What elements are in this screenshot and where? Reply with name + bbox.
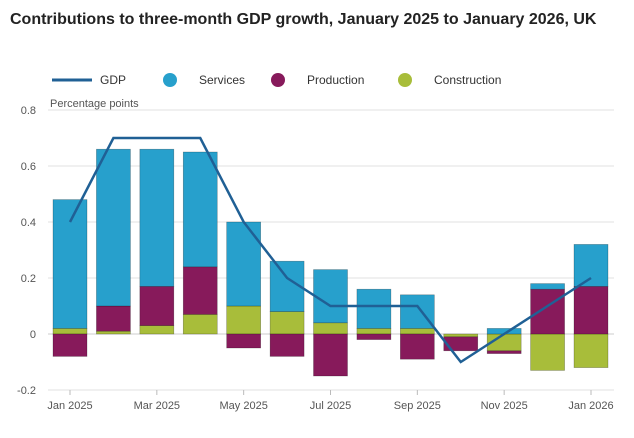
- y-tick-label: 0.6: [21, 161, 36, 173]
- legend-services-label: Services: [199, 73, 245, 87]
- bar-construction: [573, 333, 609, 368]
- bar-services: [400, 294, 435, 329]
- bar-construction: [356, 328, 392, 335]
- bar-construction: [139, 325, 175, 335]
- bar-construction: [313, 322, 348, 335]
- bar-production: [52, 333, 88, 357]
- bar-production: [486, 350, 522, 354]
- bar-production: [573, 286, 609, 335]
- bar-services: [182, 151, 218, 268]
- bar-services: [96, 148, 131, 307]
- legend-construction-swatch: [398, 73, 412, 87]
- bar-services: [313, 269, 348, 324]
- bar-production: [139, 286, 175, 326]
- x-tick-label: Nov 2025: [481, 400, 528, 412]
- bar-production: [530, 288, 565, 335]
- x-tick-label: Jul 2025: [310, 400, 352, 412]
- bar-construction: [182, 314, 218, 335]
- legend-services-swatch: [163, 73, 177, 87]
- bar-production: [443, 336, 479, 352]
- bar-production: [313, 333, 348, 377]
- bar-construction: [400, 328, 435, 335]
- bar-construction: [530, 333, 565, 371]
- bar-construction: [443, 333, 479, 338]
- bar-production: [356, 333, 392, 340]
- y-tick-label: 0.8: [21, 105, 36, 117]
- bar-services: [530, 283, 565, 290]
- bar-construction: [52, 328, 88, 335]
- x-tick-label: May 2025: [220, 400, 268, 412]
- legend-production-swatch: [271, 73, 285, 87]
- y-tick-label: 0.4: [21, 217, 36, 229]
- bar-services: [52, 199, 88, 329]
- legend-construction-label: Construction: [434, 73, 501, 87]
- bar-construction: [226, 305, 261, 335]
- legend-production-label: Production: [307, 73, 364, 87]
- bar-services: [139, 148, 175, 287]
- gdp-line: [68, 136, 592, 364]
- bar-services: [226, 221, 261, 307]
- y-axis-label: Percentage points: [50, 98, 139, 110]
- x-tick-label: Jan 2026: [568, 400, 613, 412]
- bar-services: [573, 244, 609, 287]
- bar-production: [400, 333, 435, 360]
- bar-production: [226, 333, 261, 349]
- legend-gdp-label: GDP: [100, 73, 126, 87]
- y-tick-label: -0.2: [17, 385, 36, 397]
- bar-construction: [96, 330, 131, 335]
- bar-services: [356, 288, 392, 329]
- bar-construction: [269, 311, 305, 335]
- y-tick-label: 0: [30, 329, 36, 341]
- y-tick-label: 0.2: [21, 273, 36, 285]
- bar-services: [269, 260, 305, 312]
- x-tick-label: Jan 2025: [47, 400, 92, 412]
- x-tick-label: Mar 2025: [134, 400, 180, 412]
- x-tick-label: Sep 2025: [394, 400, 441, 412]
- bar-production: [96, 305, 131, 332]
- bar-production: [269, 333, 305, 357]
- bar-production: [182, 266, 218, 315]
- chart-title: Contributions to three-month GDP growth,…: [10, 11, 597, 28]
